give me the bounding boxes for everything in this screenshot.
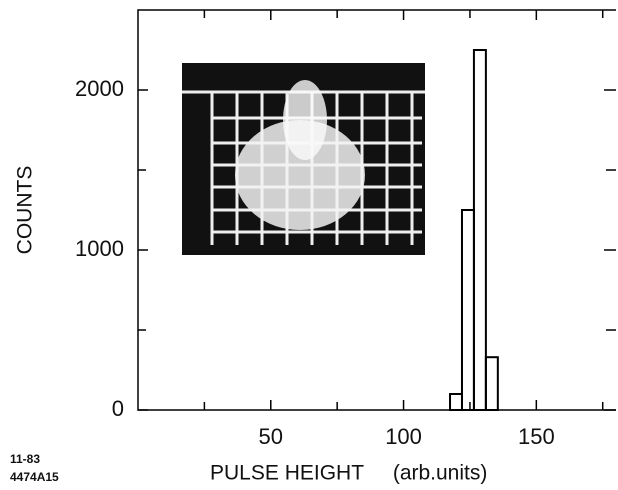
inset-photo <box>182 63 425 255</box>
x-tick-label: 150 <box>518 424 555 449</box>
y-tick-label: 0 <box>112 396 124 421</box>
footnote-id: 4474A15 <box>10 470 59 484</box>
footnote-date: 11-83 <box>10 452 40 466</box>
y-tick-label: 2000 <box>75 76 124 101</box>
axis-frame <box>137 9 616 411</box>
histogram-bar <box>484 356 499 412</box>
x-tick-label: 50 <box>259 424 283 449</box>
histogram-bar <box>460 209 475 411</box>
y-axis-label: COUNTS <box>14 166 37 255</box>
y-tick-label: 1000 <box>75 236 124 261</box>
histogram-bar <box>449 393 463 411</box>
histogram-bar <box>472 49 487 411</box>
x-axis-label: PULSE HEIGHT (arb.units) <box>210 462 487 485</box>
x-tick-label: 100 <box>385 424 422 449</box>
